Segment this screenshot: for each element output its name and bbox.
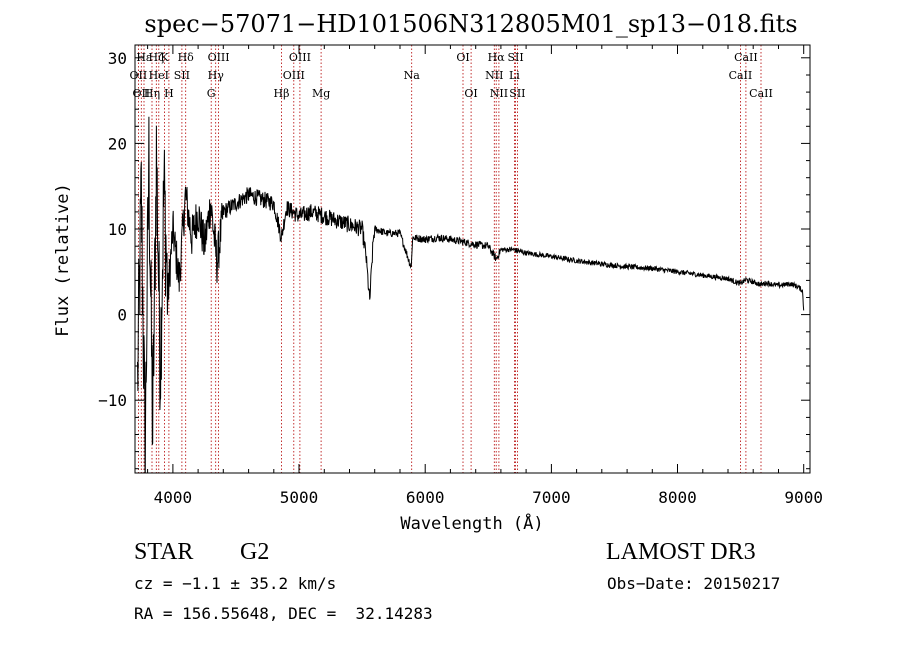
spectral-line-label: Li — [509, 69, 520, 82]
spectral-line-label: OI — [464, 87, 477, 100]
x-tick-label: 4000 — [154, 488, 193, 507]
spectral-line-label: Mg — [312, 87, 330, 100]
spectral-line-label: Hβ — [274, 87, 290, 100]
redshift-info: cz = −1.1 ± 35.2 km/s — [134, 574, 337, 593]
coordinates-info: RA = 156.55648, DEC = 32.14283 — [134, 604, 433, 623]
spectral-line-label: CaII — [749, 87, 773, 100]
y-tick-label: −10 — [98, 391, 127, 410]
x-tick-label: 6000 — [406, 488, 445, 507]
observation-date: Obs−Date: 20150217 — [607, 574, 781, 593]
spectral-line-label: NII — [485, 69, 503, 82]
object-subclass: G2 — [240, 539, 270, 565]
spectral-line-label: CaII — [734, 51, 758, 64]
y-tick-label: 30 — [108, 49, 127, 68]
spectrum-series-line — [137, 116, 805, 473]
y-tick-label: 20 — [108, 134, 127, 153]
spectral-line-label: Hε — [136, 51, 152, 64]
spectral-line-label: G — [207, 87, 216, 100]
chart-title: spec−57071−HD101506N312805M01_sp13−018.f… — [144, 10, 797, 38]
x-tick-label: 5000 — [280, 488, 319, 507]
spectral-line-label: HeI — [149, 69, 169, 82]
y-tick-label: 0 — [117, 306, 127, 325]
spectral-line-label: OIII — [283, 69, 305, 82]
spectral-line-label: Hδ — [178, 51, 195, 64]
spectral-line-label: OI — [456, 51, 469, 64]
y-axis: −10 0 10 20 30 — [98, 49, 810, 470]
spectral-line-label: SII — [507, 51, 523, 64]
spectral-line-label: OIII — [289, 51, 311, 64]
plot-frame — [134, 44, 811, 474]
spectral-line-labels: OIIOIIHεHηHζHeIKHSIIHδGHγOIIIHβOIIIOIIIM… — [130, 51, 773, 100]
spectral-line-label: SII — [174, 69, 190, 82]
x-axis: 4000 5000 6000 7000 8000 9000 — [147, 45, 823, 507]
spectral-line-label: SII — [509, 87, 525, 100]
spectral-line-label: Hζ — [149, 51, 165, 64]
y-axis-label: Flux (relative) — [53, 183, 73, 337]
spectral-line-label: Na — [404, 69, 421, 82]
spectral-line-label: NII — [490, 87, 508, 100]
survey-label: LAMOST DR3 — [606, 539, 756, 565]
spectral-line-label: OII — [132, 87, 150, 100]
spectral-line-label: K — [160, 51, 169, 64]
x-tick-label: 8000 — [658, 488, 697, 507]
spectral-line-label: Hγ — [208, 69, 225, 82]
spectral-line-markers — [137, 45, 762, 473]
y-tick-label: 10 — [108, 220, 127, 239]
spectral-line-label: Hη — [144, 87, 160, 100]
x-tick-label: 7000 — [532, 488, 571, 507]
spectral-line-label: H — [164, 87, 174, 100]
spectral-line-label: Hα — [488, 51, 506, 64]
spectral-line-label: CaII — [729, 69, 753, 82]
object-class: STAR — [134, 539, 194, 565]
spectral-line-label: OIII — [208, 51, 230, 64]
x-axis-label: Wavelength (Å) — [400, 512, 543, 534]
x-tick-label: 9000 — [784, 488, 823, 507]
